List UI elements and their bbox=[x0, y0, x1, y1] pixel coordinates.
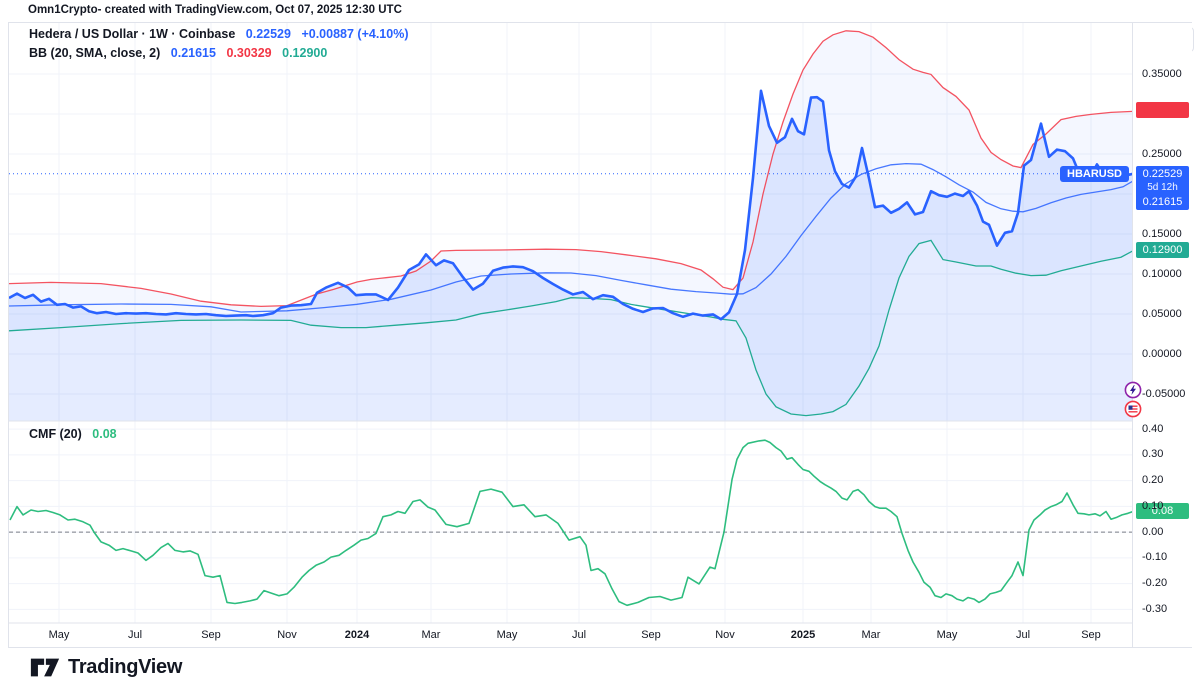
lower-band-price-badge: 0.12900 bbox=[1136, 241, 1189, 258]
bb-band-fill bbox=[9, 30, 1133, 416]
price-chart-canvas[interactable] bbox=[9, 23, 1133, 647]
bb-upper-value: 0.30329 bbox=[226, 46, 272, 60]
legend-change: +0.00887 (+4.10%) bbox=[301, 27, 409, 41]
price-axis-label: 0.10000 bbox=[1142, 267, 1182, 280]
cmf-indicator-legend[interactable]: CMF (20) 0.08 bbox=[29, 427, 117, 441]
price-axis-label: 0.25000 bbox=[1142, 147, 1182, 160]
time-axis-label[interactable]: May bbox=[936, 629, 958, 641]
cmf-axis-label: -0.30 bbox=[1142, 602, 1168, 615]
bb-label: BB (20, SMA, close, 2) bbox=[29, 46, 161, 60]
main-series-legend[interactable]: Hedera / US Dollar · 1W · Coinbase 0.225… bbox=[29, 27, 408, 41]
basis-price-value: 0.21615 bbox=[1142, 195, 1183, 208]
time-axis-label[interactable]: Jul bbox=[571, 629, 587, 641]
time-axis-label[interactable]: Nov bbox=[277, 629, 297, 641]
watermark-note: Omn1Crypto- created with TradingView.com… bbox=[28, 4, 402, 16]
price-area-fill bbox=[9, 90, 1133, 422]
price-axis-label: 0.05000 bbox=[1142, 307, 1182, 320]
time-axis-label[interactable]: Jul bbox=[1015, 629, 1031, 641]
time-axis-label[interactable]: Jul bbox=[127, 629, 143, 641]
cmf-value: 0.08 bbox=[92, 427, 117, 441]
bb-upper-line bbox=[9, 30, 1133, 308]
cmf-value-badge: 0.08 bbox=[1136, 502, 1189, 519]
time-axis-label[interactable]: Nov bbox=[715, 629, 735, 641]
us-market-flag-icon[interactable] bbox=[1124, 400, 1142, 418]
time-axis-label[interactable]: May bbox=[496, 629, 518, 641]
time-axis-label[interactable]: Mar bbox=[421, 629, 441, 641]
upper-band-price-badge: 0.30329 bbox=[1136, 102, 1189, 119]
symbol-price-tag: HBARUSD bbox=[1060, 165, 1129, 182]
symbol-title: Hedera / US Dollar · 1W · Coinbase bbox=[29, 27, 236, 41]
cmf-axis-label: 0.00 bbox=[1142, 525, 1164, 538]
cmf-axis-label: 0.30 bbox=[1142, 448, 1164, 461]
bb-basis-value: 0.21615 bbox=[170, 46, 216, 60]
cmf-axis-label: 0.10 bbox=[1142, 499, 1164, 512]
price-scale-axis[interactable]: 0.30329 0.22529 5d 12h 0.21615 0.12900 0… bbox=[1133, 23, 1192, 647]
tradingview-logo-mark bbox=[30, 658, 60, 677]
price-axis-label: 0.00000 bbox=[1142, 347, 1182, 360]
time-axis-label[interactable]: May bbox=[48, 629, 70, 641]
cmf-axis-label: 0.40 bbox=[1142, 422, 1164, 435]
cmf-axis-label: -0.20 bbox=[1142, 577, 1168, 590]
time-axis-label[interactable]: Sep bbox=[641, 629, 661, 641]
time-axis-label[interactable]: Sep bbox=[1081, 629, 1101, 641]
price-axis-label: 0.35000 bbox=[1142, 67, 1182, 80]
last-price-value: 0.22529 bbox=[1142, 167, 1183, 180]
bar-countdown: 5d 12h bbox=[1147, 181, 1178, 193]
legend-last-price: 0.22529 bbox=[245, 27, 291, 41]
time-axis-label[interactable]: 2024 bbox=[344, 629, 370, 641]
cmf-axis-label: -0.10 bbox=[1142, 551, 1168, 564]
tradingview-logo-word: TradingView bbox=[68, 656, 183, 678]
cmf-line bbox=[9, 439, 1133, 607]
cmf-label: CMF (20) bbox=[29, 427, 82, 441]
price-axis-label: -0.05000 bbox=[1142, 387, 1186, 400]
cmf-axis-label: 0.20 bbox=[1142, 474, 1164, 487]
time-axis-label[interactable]: 2025 bbox=[790, 629, 816, 641]
bb-lower-line bbox=[9, 239, 1133, 417]
last-price-badge: 0.22529 5d 12h 0.21615 bbox=[1136, 165, 1189, 210]
bb-indicator-legend[interactable]: BB (20, SMA, close, 2) 0.21615 0.30329 0… bbox=[29, 46, 327, 60]
price-axis-label: 0.15000 bbox=[1142, 227, 1182, 240]
price-line bbox=[9, 89, 1133, 321]
time-axis-label[interactable]: Sep bbox=[201, 629, 221, 641]
tradingview-logo[interactable]: TradingView bbox=[30, 656, 182, 679]
bb-lower-value: 0.12900 bbox=[282, 46, 328, 60]
chart-frame: Hedera / US Dollar · 1W · Coinbase 0.225… bbox=[8, 22, 1194, 648]
time-axis-label[interactable]: Mar bbox=[861, 629, 881, 641]
fast-data-icon[interactable] bbox=[1124, 381, 1142, 399]
